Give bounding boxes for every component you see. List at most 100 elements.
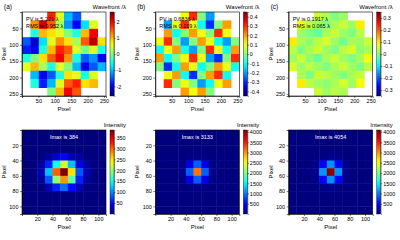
x-tick: 60 (332, 214, 338, 222)
heatmap-cell (75, 168, 83, 176)
y-tick: 50 (279, 26, 289, 32)
y-tick-mark (287, 145, 289, 146)
heatmap-cell (155, 153, 163, 161)
heatmap-cell (296, 130, 304, 138)
y-tick-mark (153, 61, 155, 62)
heatmap-cell (64, 62, 73, 71)
heatmap-cell (81, 46, 90, 55)
plot-frame (155, 130, 239, 214)
heatmap-cell (223, 62, 232, 71)
x-tick: 50 (169, 96, 175, 104)
y-tick: 60 (12, 173, 22, 179)
heatmap-cell (314, 88, 323, 96)
heatmap-cell (223, 46, 232, 55)
heatmap-cell (214, 79, 223, 88)
y-axis-line (20, 131, 23, 215)
heatmap-cell (224, 130, 232, 138)
y-tick-mark (153, 206, 155, 207)
colorbar-tick: 3000 (381, 150, 396, 156)
colorbar-tick-label: 0.3 (250, 23, 258, 29)
heatmap-cell (296, 168, 304, 176)
heatmap-cell (364, 37, 372, 46)
x-axis-label: Pixel (57, 106, 70, 112)
heatmap-cell (216, 161, 224, 169)
heatmap-cell (289, 183, 297, 191)
heatmap-cell (201, 153, 209, 161)
heatmap-cell (189, 71, 198, 80)
colorbar-tick-label: 0.2 (383, 27, 391, 33)
heatmap-cell (334, 145, 342, 153)
heatmap-cell (22, 62, 31, 71)
heatmap-cell (98, 199, 106, 207)
plot-area (22, 12, 106, 96)
colorbar-tick-label: 500 (383, 201, 392, 207)
heatmap-cell (223, 54, 232, 63)
panel: 2040608010020406080100PixelPixel50010001… (134, 122, 262, 230)
heatmap-cell (223, 20, 232, 29)
y-tick-mark (153, 176, 155, 177)
colorbar-tick-label: 0.4 (250, 14, 258, 20)
colorbar-tick-mark (381, 18, 383, 19)
annotation: Imax is 3133 (182, 134, 213, 140)
heatmap-cell (163, 199, 171, 207)
heatmap-cell (30, 130, 38, 138)
colorbar-tick-label: 0.2 (250, 33, 258, 39)
colorbar-tick-label: 3500 (250, 140, 262, 146)
heatmap-cell (72, 12, 81, 21)
annotation: PV is 0.1917 λ (293, 16, 329, 22)
x-tick: 60 (199, 214, 205, 222)
heatmap-cell (194, 183, 202, 191)
heatmap-cell (75, 199, 83, 207)
plot-frame (22, 12, 106, 96)
heatmap-cell (98, 176, 106, 184)
colorbar (110, 130, 114, 214)
heatmap-cell (356, 37, 365, 46)
x-tick: 100 (51, 96, 60, 104)
heatmap-cell (201, 206, 209, 214)
heatmap-cell (155, 62, 164, 71)
heatmap-cell (314, 62, 323, 71)
heatmap-cell (319, 191, 327, 199)
y-tick: 50 (12, 26, 22, 32)
x-tick: 250 (100, 96, 109, 104)
heatmap-cell (37, 183, 45, 191)
colorbar-axis-line (115, 13, 116, 97)
heatmap-cell (350, 153, 358, 161)
x-axis-label: Pixel (57, 224, 70, 230)
heatmap-cell (45, 161, 53, 169)
heatmap-cell (206, 79, 215, 88)
heatmap-cell (365, 183, 373, 191)
heatmap-cell (319, 206, 327, 214)
heatmap-cell (37, 206, 45, 214)
heatmap-cell (364, 62, 372, 71)
heatmap-cell (56, 29, 65, 38)
heatmap-cell (206, 37, 215, 46)
heatmap-cell (22, 138, 30, 146)
heatmap-cell (47, 37, 56, 46)
heatmap-cell (331, 54, 340, 63)
heatmap-cell (224, 168, 232, 176)
colorbar-label: Wavefront /λ (226, 4, 259, 10)
colorbar-tick: 3500 (381, 140, 396, 146)
colorbar-tick-label: 1500 (383, 181, 395, 187)
y-tick-label: 150 (9, 58, 18, 64)
heatmap-cell (64, 20, 73, 29)
colorbar-label: Intensity (370, 122, 392, 128)
heatmap-cell (365, 176, 373, 184)
y-tick: 100 (9, 204, 22, 210)
colorbar-tick-mark (247, 163, 249, 164)
heatmap-cell (209, 161, 217, 169)
heatmap-cell (178, 191, 186, 199)
plot-frame (155, 12, 239, 96)
colorbar-tick-label: 2000 (383, 170, 395, 176)
heatmap-cell (232, 206, 240, 214)
y-tick-mark (153, 78, 155, 79)
heatmap-cell (75, 153, 83, 161)
y-tick: 150 (276, 58, 289, 64)
y-axis-label: Pixel (134, 165, 140, 178)
heatmap-cell (327, 168, 335, 176)
colorbar-tick-label: 100 (117, 189, 126, 195)
plot-area (155, 130, 239, 214)
heatmap-cell (30, 161, 38, 169)
colorbar-tick: 500 (247, 201, 259, 207)
